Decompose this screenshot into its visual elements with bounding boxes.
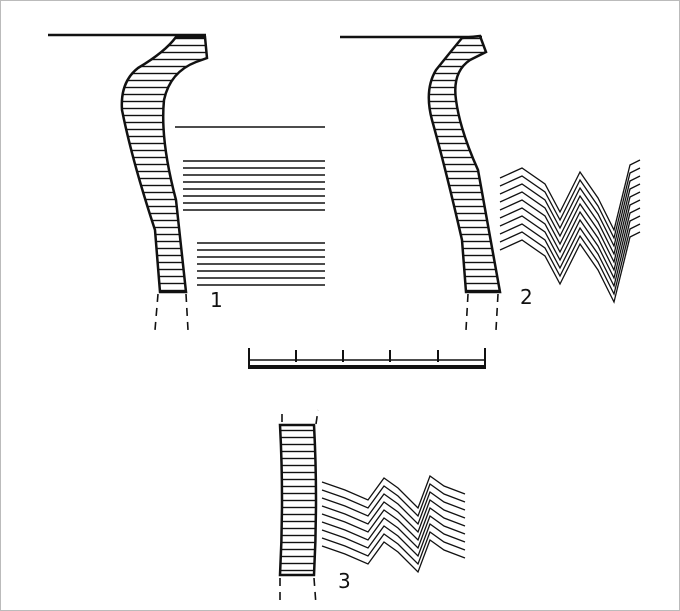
sherd-1: 1 — [48, 33, 325, 331]
figure-label: 2 — [520, 285, 533, 309]
scale-bar — [248, 348, 486, 369]
sherd-2: 2 — [340, 34, 641, 331]
figure-label: 3 — [338, 569, 351, 593]
sherd-3: 3 — [278, 409, 466, 606]
figure-label: 1 — [210, 288, 223, 312]
